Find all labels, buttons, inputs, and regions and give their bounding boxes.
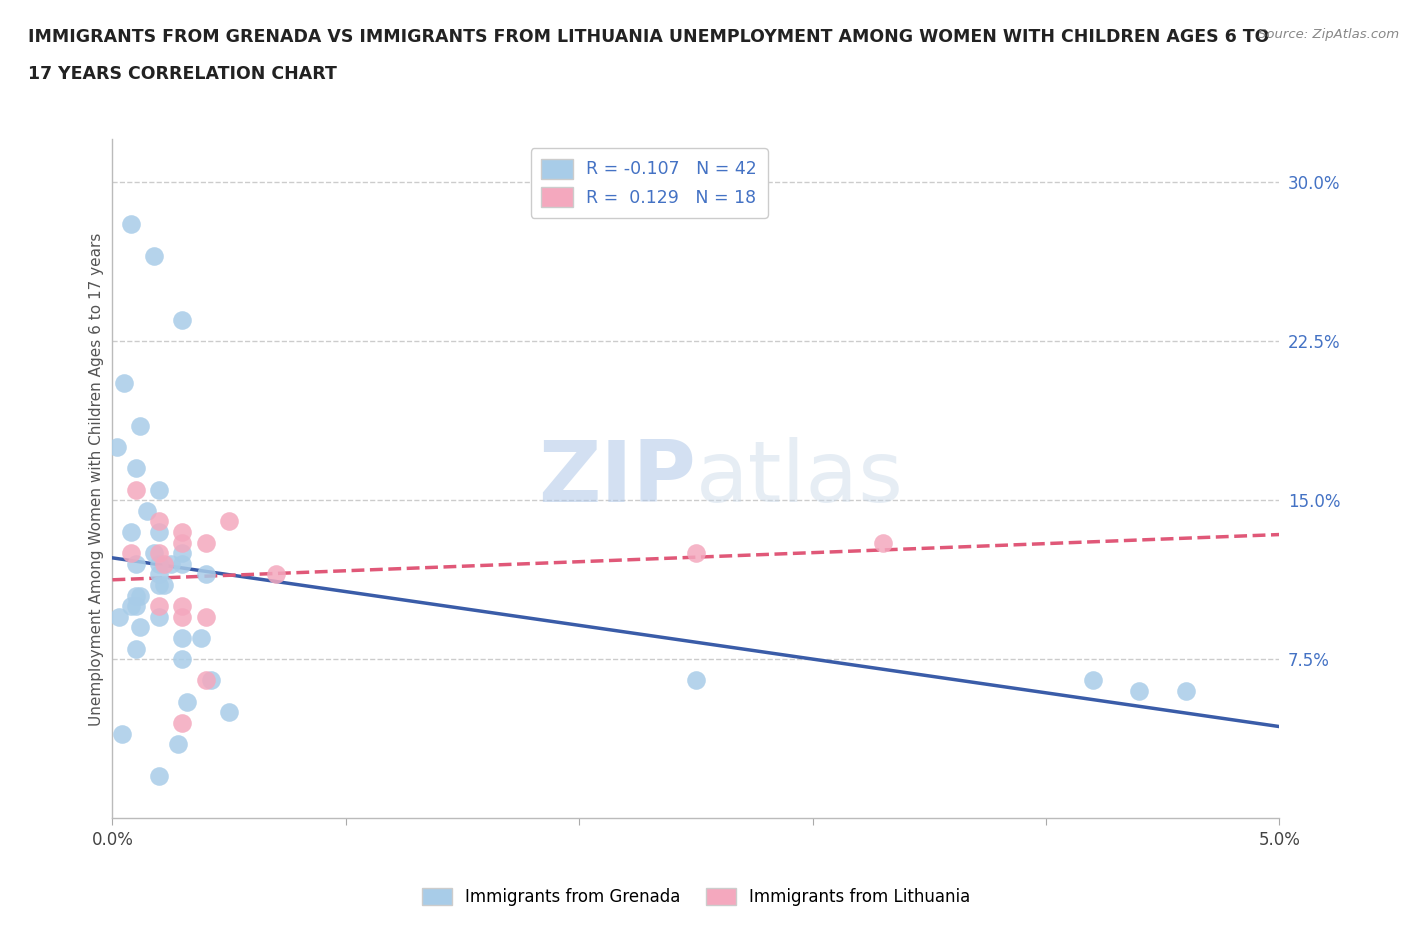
Point — [105, 440, 128, 455]
Point — [1081, 673, 1104, 688]
Point — [172, 312, 194, 327]
Point — [194, 609, 217, 624]
Point — [172, 652, 194, 667]
Point — [143, 248, 166, 263]
Point — [125, 642, 148, 657]
Point — [218, 705, 240, 720]
Point — [136, 503, 159, 518]
Point — [166, 737, 188, 751]
Point — [218, 514, 240, 529]
Point — [172, 556, 194, 571]
Point — [148, 525, 170, 539]
Point — [125, 588, 148, 603]
Point — [125, 461, 148, 476]
Point — [108, 609, 131, 624]
Point — [120, 546, 142, 561]
Point — [194, 567, 217, 582]
Point — [200, 673, 222, 688]
Point — [172, 631, 194, 645]
Point — [125, 599, 148, 614]
Point — [148, 578, 170, 592]
Legend: R = -0.107   N = 42, R =  0.129   N = 18: R = -0.107 N = 42, R = 0.129 N = 18 — [531, 148, 768, 218]
Point — [872, 535, 894, 550]
Point — [148, 609, 170, 624]
Point — [1175, 684, 1198, 698]
Point — [176, 695, 198, 710]
Point — [148, 546, 170, 561]
Text: Source: ZipAtlas.com: Source: ZipAtlas.com — [1258, 28, 1399, 41]
Point — [120, 599, 142, 614]
Point — [129, 620, 152, 635]
Point — [143, 546, 166, 561]
Point — [685, 546, 707, 561]
Point — [112, 376, 135, 391]
Point — [148, 768, 170, 783]
Point — [111, 726, 134, 741]
Point — [194, 673, 217, 688]
Point — [125, 556, 148, 571]
Point — [148, 556, 170, 571]
Text: IMMIGRANTS FROM GRENADA VS IMMIGRANTS FROM LITHUANIA UNEMPLOYMENT AMONG WOMEN WI: IMMIGRANTS FROM GRENADA VS IMMIGRANTS FR… — [28, 28, 1270, 46]
Point — [153, 556, 176, 571]
Point — [194, 535, 217, 550]
Point — [148, 599, 170, 614]
Point — [172, 715, 194, 730]
Point — [172, 546, 194, 561]
Point — [129, 418, 152, 433]
Legend: Immigrants from Grenada, Immigrants from Lithuania: Immigrants from Grenada, Immigrants from… — [415, 881, 977, 912]
Point — [172, 535, 194, 550]
Point — [190, 631, 212, 645]
Text: ZIP: ZIP — [538, 437, 696, 521]
Point — [148, 567, 170, 582]
Point — [1128, 684, 1150, 698]
Point — [685, 673, 707, 688]
Text: atlas: atlas — [696, 437, 904, 521]
Point — [160, 556, 183, 571]
Point — [148, 514, 170, 529]
Point — [172, 609, 194, 624]
Point — [172, 599, 194, 614]
Point — [264, 567, 287, 582]
Point — [120, 217, 142, 232]
Point — [148, 482, 170, 497]
Point — [120, 525, 142, 539]
Point — [172, 525, 194, 539]
Point — [129, 588, 152, 603]
Text: 17 YEARS CORRELATION CHART: 17 YEARS CORRELATION CHART — [28, 65, 337, 83]
Point — [125, 482, 148, 497]
Point — [153, 578, 176, 592]
Y-axis label: Unemployment Among Women with Children Ages 6 to 17 years: Unemployment Among Women with Children A… — [89, 232, 104, 725]
